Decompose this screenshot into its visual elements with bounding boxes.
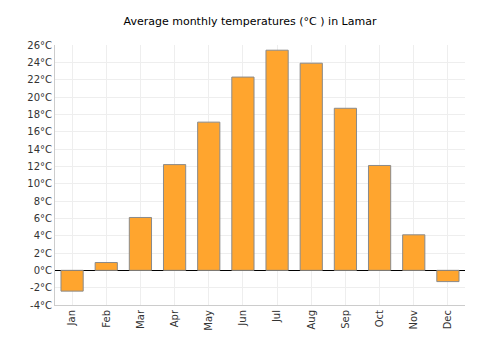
svg-text:Nov: Nov: [408, 310, 419, 330]
svg-text:Mar: Mar: [135, 309, 146, 329]
svg-text:Jan: Jan: [66, 310, 77, 326]
svg-text:26°C: 26°C: [27, 40, 52, 51]
svg-text:22°C: 22°C: [27, 74, 52, 85]
svg-text:20°C: 20°C: [27, 92, 52, 103]
svg-text:0°C: 0°C: [34, 265, 52, 276]
svg-text:Sep: Sep: [340, 310, 351, 329]
svg-text:Jun: Jun: [237, 310, 248, 327]
svg-text:-2°C: -2°C: [30, 282, 52, 293]
svg-text:Jul: Jul: [271, 310, 282, 323]
svg-text:16°C: 16°C: [27, 126, 52, 137]
svg-text:May: May: [203, 310, 214, 331]
svg-text:18°C: 18°C: [27, 109, 52, 120]
svg-text:8°C: 8°C: [34, 196, 52, 207]
svg-text:Average monthly temperatures (: Average monthly temperatures (°C ) in La…: [124, 15, 377, 28]
svg-text:-4°C: -4°C: [30, 300, 52, 311]
svg-text:Oct: Oct: [374, 310, 385, 327]
svg-text:24°C: 24°C: [27, 57, 52, 68]
svg-text:2°C: 2°C: [34, 248, 52, 259]
svg-text:6°C: 6°C: [34, 213, 52, 224]
svg-text:Aug: Aug: [306, 310, 317, 330]
svg-text:12°C: 12°C: [27, 161, 52, 172]
svg-text:4°C: 4°C: [34, 230, 52, 241]
svg-text:Feb: Feb: [101, 310, 112, 328]
svg-text:10°C: 10°C: [27, 178, 52, 189]
svg-text:14°C: 14°C: [27, 144, 52, 155]
svg-text:Apr: Apr: [169, 309, 180, 327]
svg-text:Dec: Dec: [442, 310, 453, 329]
